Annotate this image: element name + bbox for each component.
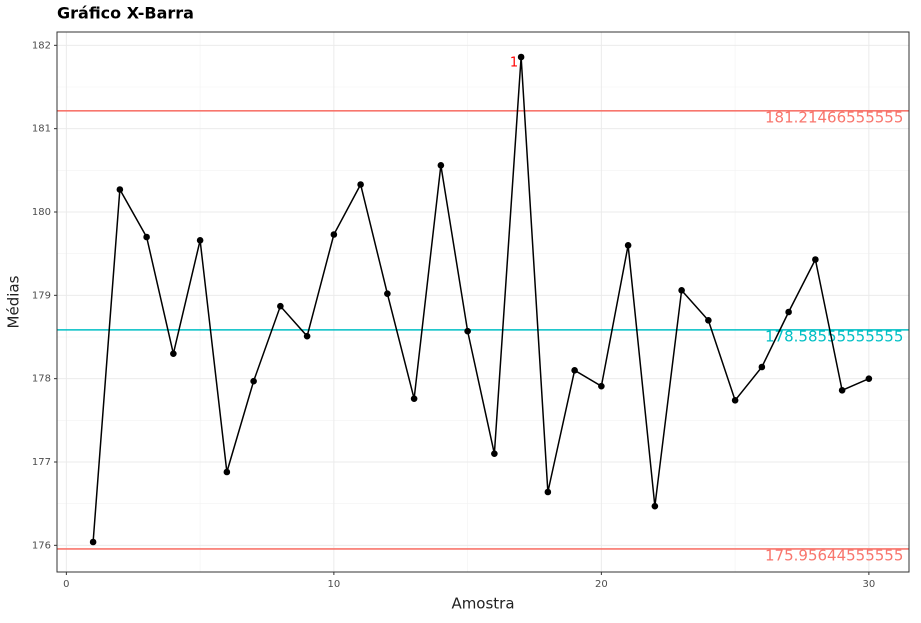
y-axis-label: Médias [5,275,23,328]
point [624,242,632,249]
point [437,162,445,169]
point [731,397,739,404]
point [491,450,498,457]
y-tick-label: 179 [32,290,51,301]
x-tick-label: 10 [327,579,340,590]
point [838,387,846,394]
y-tick-label: 180 [32,207,51,218]
point [651,502,659,510]
point [170,350,177,357]
point [330,231,338,238]
x-tick-label: 0 [63,579,69,590]
series-line [92,56,870,543]
point [277,302,284,310]
point [303,332,311,340]
point [544,488,552,496]
point [812,256,819,263]
y-tick-label: 178 [32,374,51,385]
point [357,181,364,188]
y-tick-label: 176 [32,540,51,551]
point [250,377,257,385]
point [785,308,792,316]
point [517,53,525,61]
point [598,382,605,390]
point [196,237,204,244]
point [223,468,231,476]
panel-border [56,31,910,573]
point [143,233,150,241]
y-tick-label: 177 [32,457,51,468]
point [865,375,873,382]
point [384,290,391,297]
annotation: 1 [510,56,518,71]
point [705,317,712,324]
y-tick-label: 182 [32,40,51,51]
control-line-label: 181.21466555555 [765,108,903,126]
x-tick-label: 30 [863,579,876,590]
control-line-label: 178.58555555555 [765,327,903,345]
control-line-label: 175.95644555555 [765,546,903,564]
point [758,363,766,371]
point [116,186,124,193]
y-tick-label: 181 [32,124,51,135]
x-axis-label: Amostra [451,595,514,613]
point [89,538,97,546]
point [678,287,685,294]
x-tick-label: 20 [595,579,608,590]
chart-title: Gráfico X-Barra [57,4,194,23]
point [410,395,418,402]
point [464,327,471,335]
point [571,367,578,374]
panel [57,32,909,572]
